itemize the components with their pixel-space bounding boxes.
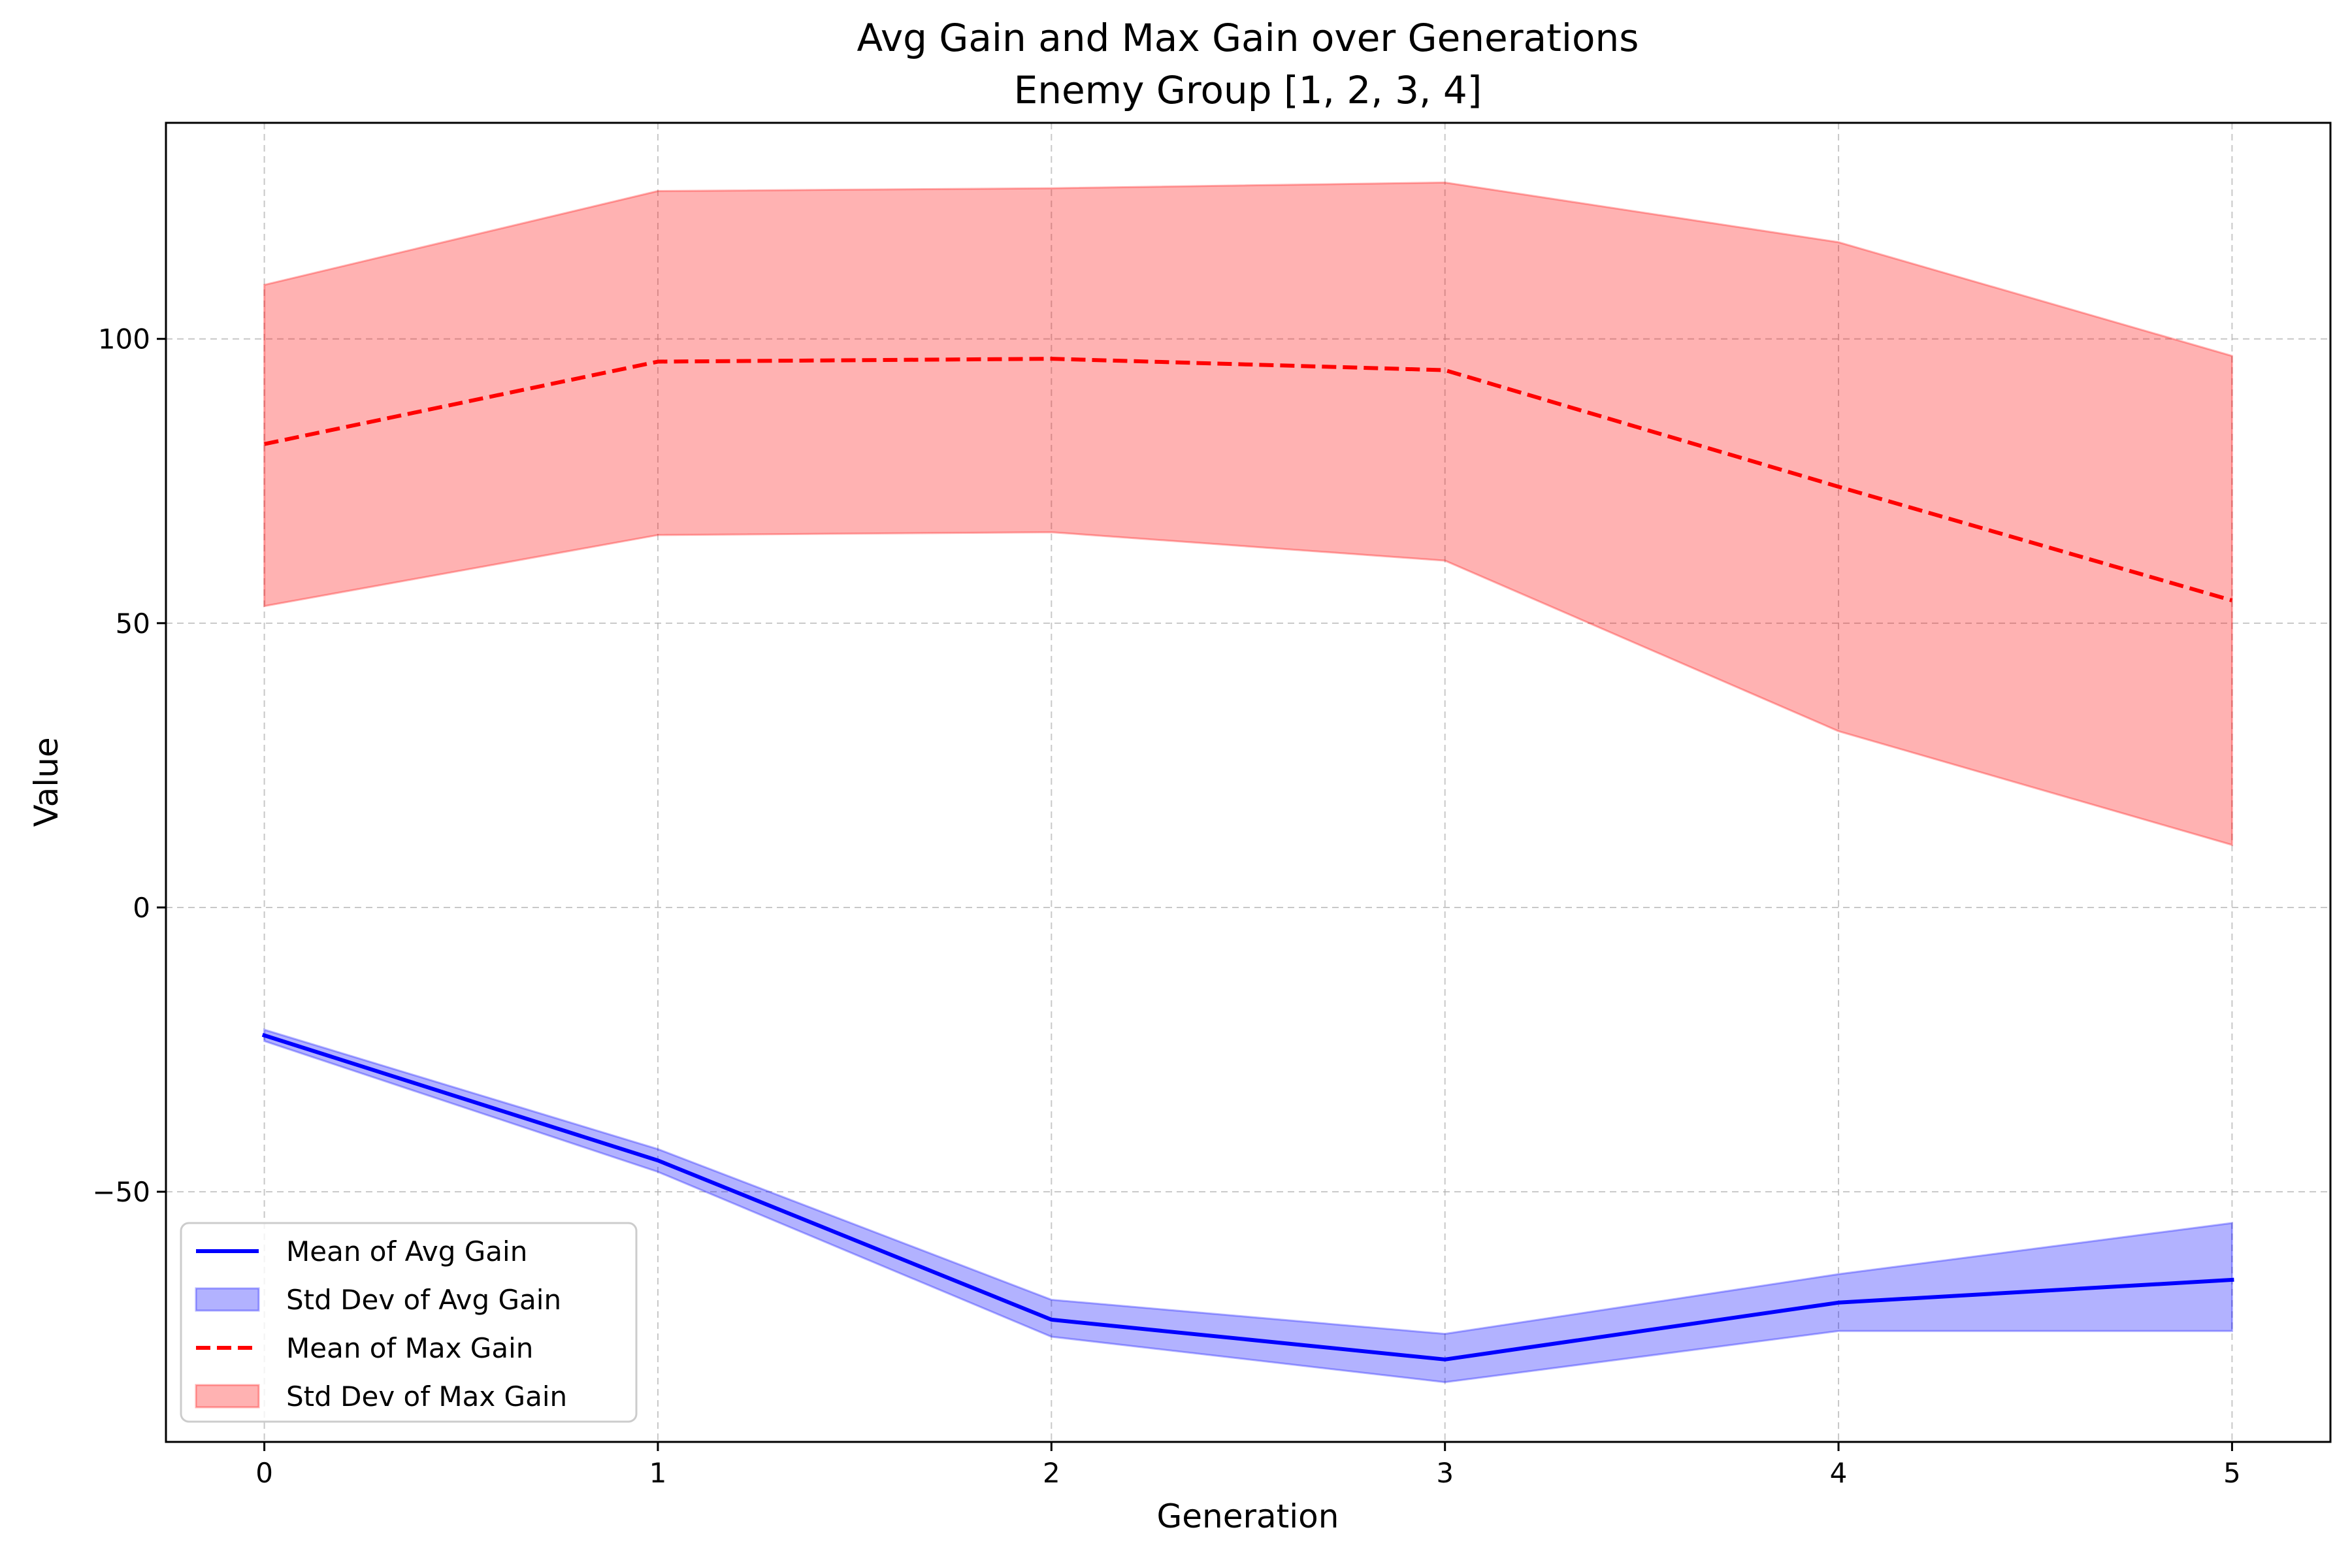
legend-label: Mean of Max Gain — [286, 1332, 533, 1364]
x-tick-label: 1 — [649, 1457, 667, 1489]
x-tick-label: 0 — [255, 1457, 273, 1489]
legend-box — [180, 1222, 638, 1423]
y-axis-label: Value — [27, 737, 65, 826]
series-line-0 — [261, 1032, 2234, 1362]
x-tick-label: 2 — [1043, 1457, 1060, 1489]
legend-label: Std Dev of Max Gain — [286, 1380, 567, 1413]
legend: Mean of Avg Gain Std Dev of Avg Gain Mean … — [180, 1222, 638, 1423]
legend-swatch-band — [195, 1384, 260, 1409]
y-tick-label: 100 — [98, 323, 150, 355]
std-band-1 — [263, 1028, 2233, 1384]
plot-frame — [165, 122, 2332, 1443]
grid — [166, 123, 2330, 1442]
std-band-3 — [263, 181, 2233, 847]
y-tick-label: −50 — [92, 1176, 150, 1208]
lines-layer — [261, 357, 2234, 1362]
y-tick-label: 50 — [116, 608, 150, 640]
x-tick-label: 5 — [2223, 1457, 2241, 1489]
y-tick-label: 0 — [133, 892, 150, 924]
bands-layer — [263, 181, 2233, 1384]
legend-label: Std Dev of Avg Gain — [286, 1284, 561, 1316]
legend-swatch-band — [195, 1287, 260, 1312]
chart-title: Avg Gain and Max Gain over Generations — [857, 16, 1639, 60]
chart-subtitle: Enemy Group [1, 2, 3, 4] — [1014, 68, 1482, 112]
legend-label: Mean of Avg Gain — [286, 1235, 527, 1267]
ticks-layer: 0 1 2 3 4 5 −50 0 50 100 — [92, 323, 2240, 1489]
series-line-2 — [263, 357, 2233, 602]
x-axis-label: Generation — [1157, 1497, 1339, 1535]
x-tick-label: 4 — [1830, 1457, 1848, 1489]
x-tick-label: 3 — [1436, 1457, 1454, 1489]
